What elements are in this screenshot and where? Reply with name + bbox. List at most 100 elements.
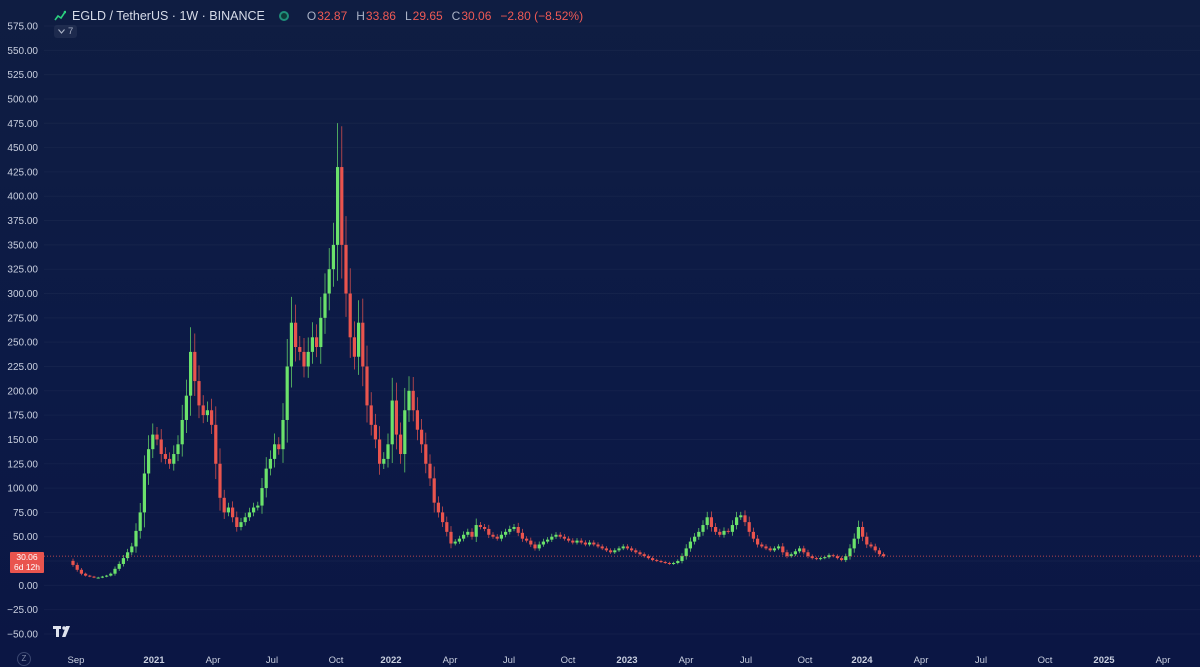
- candle: [739, 511, 743, 520]
- candle-body: [306, 351, 310, 367]
- candle-body: [453, 541, 457, 544]
- candle-body: [277, 444, 281, 450]
- candle: [621, 544, 625, 551]
- candle-body: [113, 568, 117, 574]
- candle-body: [352, 337, 356, 357]
- candle: [184, 379, 188, 433]
- candle-body: [504, 531, 508, 535]
- candle: [726, 528, 730, 534]
- candle: [705, 511, 709, 530]
- candle: [327, 248, 331, 311]
- candle-body: [319, 317, 323, 348]
- candle: [352, 321, 356, 370]
- candle: [592, 540, 596, 547]
- candle: [285, 338, 289, 443]
- candle-body: [567, 538, 571, 541]
- x-tick-label: Apr: [206, 655, 221, 666]
- candle-body: [747, 522, 751, 532]
- candle: [546, 537, 550, 544]
- x-tick-label: Sep: [68, 655, 85, 666]
- candle-body: [294, 322, 298, 348]
- candle-body: [583, 542, 587, 545]
- candle: [134, 523, 138, 553]
- high-label: H: [356, 9, 365, 23]
- candle-body: [79, 569, 83, 574]
- candle: [373, 413, 377, 449]
- candle: [466, 528, 470, 538]
- candle-body: [441, 512, 445, 523]
- candle-body: [151, 434, 155, 450]
- candle-body: [84, 573, 88, 576]
- market-status-icon[interactable]: [278, 11, 289, 21]
- grid: [44, 26, 1200, 634]
- candle-body: [768, 548, 772, 551]
- candle: [235, 511, 239, 532]
- candle-body: [88, 575, 92, 577]
- candle: [394, 382, 398, 450]
- candle: [499, 531, 503, 542]
- candle: [760, 542, 764, 549]
- candle: [210, 398, 214, 435]
- candle: [491, 532, 495, 539]
- candle: [504, 528, 508, 538]
- candle: [260, 478, 264, 514]
- indicators-toggle[interactable]: 7: [54, 25, 78, 38]
- candle: [75, 562, 79, 572]
- candle: [747, 516, 751, 537]
- x-tick-label: Jul: [503, 655, 515, 666]
- candle: [672, 561, 676, 565]
- candle: [147, 435, 151, 485]
- candle: [529, 537, 533, 547]
- candle-body: [130, 546, 134, 553]
- candle: [642, 552, 646, 558]
- candle-body: [772, 548, 776, 551]
- candle-body: [575, 540, 579, 543]
- candle-body: [579, 540, 583, 543]
- candle: [462, 531, 466, 542]
- candle-body: [289, 322, 293, 367]
- candle: [277, 437, 281, 455]
- candle-body: [533, 544, 537, 549]
- x-tick-label: 2023: [616, 655, 637, 666]
- candle: [516, 522, 520, 537]
- candle: [693, 533, 697, 545]
- candle-body: [340, 167, 344, 245]
- candle-body: [407, 390, 411, 411]
- candle-body: [613, 550, 617, 553]
- candle-body: [588, 542, 592, 545]
- x-tick-label: 2025: [1093, 655, 1115, 666]
- candle-body: [688, 541, 692, 549]
- symbol-legend[interactable]: EGLD / TetherUS · 1W · BINANCE O32.87 H3…: [54, 9, 583, 23]
- candle: [604, 546, 608, 552]
- x-tick-label: Jul: [740, 655, 752, 666]
- y-tick-label: 575.00: [7, 22, 38, 33]
- x-tick-label: Oct: [561, 655, 576, 666]
- timezone-button[interactable]: Z: [17, 652, 31, 666]
- y-tick-label: 200.00: [7, 386, 38, 397]
- tradingview-logo-icon[interactable]: [53, 626, 75, 638]
- candle-body: [508, 528, 512, 532]
- candle: [688, 537, 692, 552]
- candle-body: [625, 546, 629, 549]
- candle-body: [604, 548, 608, 551]
- x-tick-label: Oct: [1038, 655, 1053, 666]
- candle-body: [117, 563, 121, 569]
- candle: [785, 549, 789, 559]
- candle: [130, 542, 134, 556]
- candle: [445, 516, 449, 537]
- candle: [844, 553, 848, 563]
- candle-body: [432, 478, 436, 503]
- candle-body: [403, 410, 407, 455]
- candle: [100, 575, 104, 579]
- candle-body: [71, 560, 75, 565]
- candle: [411, 376, 415, 422]
- symbol-title[interactable]: EGLD / TetherUS · 1W · BINANCE: [72, 9, 265, 23]
- chart-header: EGLD / TetherUS · 1W · BINANCE O32.87 H3…: [0, 0, 1200, 42]
- candle-body: [609, 550, 613, 553]
- candle-body: [756, 538, 760, 545]
- candle: [205, 401, 209, 422]
- candle-body: [348, 293, 352, 338]
- candle-body: [651, 558, 655, 561]
- candle: [340, 126, 344, 279]
